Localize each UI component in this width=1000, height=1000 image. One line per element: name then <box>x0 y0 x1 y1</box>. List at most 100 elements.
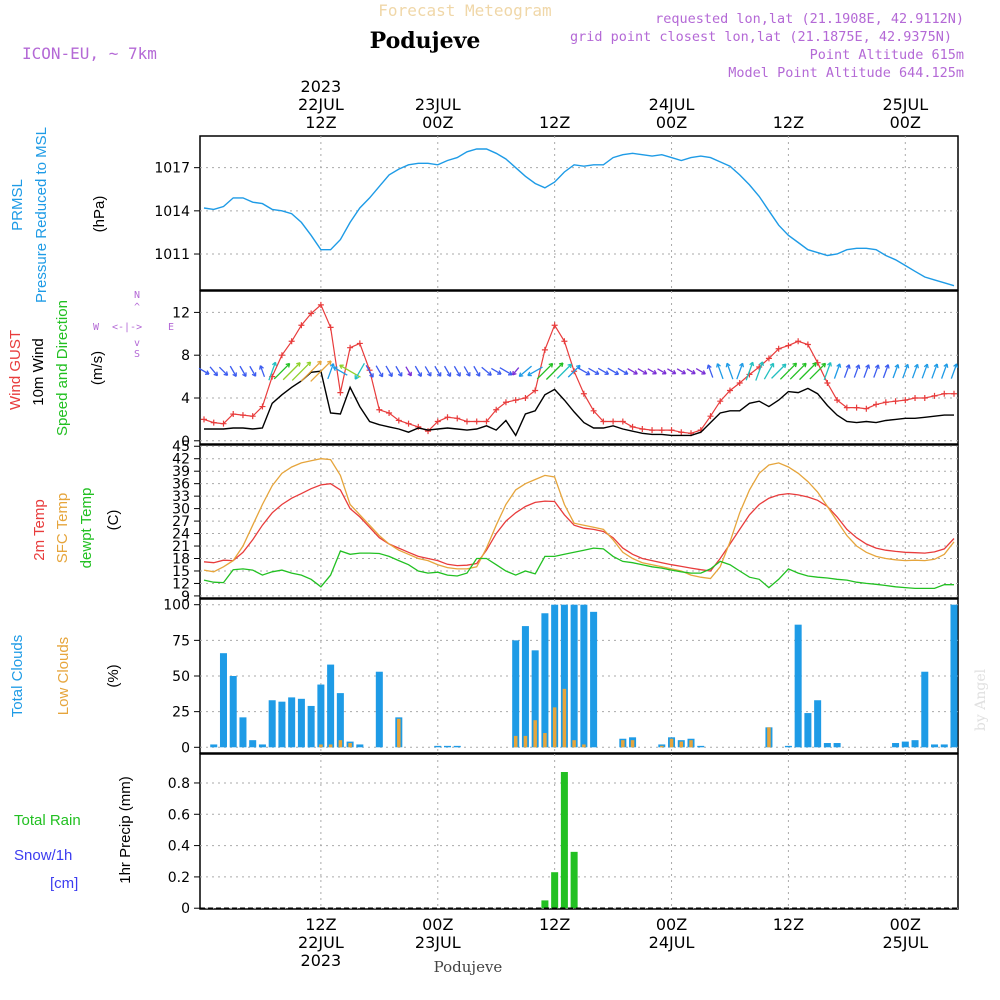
wind-arrow <box>686 368 696 375</box>
wind-arrow <box>333 366 348 376</box>
y-tick-label: 45 <box>172 439 190 455</box>
total-cloud-bar <box>901 741 909 748</box>
wind-arrow-head <box>933 363 939 369</box>
wind-arrow <box>667 368 677 375</box>
compass-w: W <box>93 322 100 333</box>
wind-arrow <box>198 367 210 375</box>
total-cloud-bar <box>784 745 792 748</box>
bottom-hour-label: 00Z <box>422 915 453 934</box>
wind-arrow <box>931 363 938 379</box>
wind-arrow <box>218 366 229 376</box>
gust-marker <box>707 413 714 420</box>
label-celsius: (C) <box>105 510 122 531</box>
gust-marker <box>619 418 626 425</box>
wind-arrow <box>327 363 335 380</box>
gust-marker <box>541 346 548 353</box>
gust-marker <box>775 345 782 352</box>
wind-arrow <box>833 363 841 379</box>
wind-arrow-head <box>802 362 807 368</box>
bottom-hour-label: 12Z <box>539 915 570 934</box>
y-tick-label: 42 <box>172 452 190 468</box>
top-hour-label: 12Z <box>773 113 804 132</box>
gust-marker <box>600 418 607 425</box>
left-labels: PRMSL Pressure Reduced to MSL (hPa) Wind… <box>7 127 134 892</box>
wind-arrow-head <box>701 370 706 375</box>
gust-marker <box>668 427 675 434</box>
y-tick-label: 33 <box>172 489 190 505</box>
panel-frame <box>199 135 959 291</box>
total-cloud-bar <box>892 743 900 748</box>
gust-marker <box>765 355 772 362</box>
gust-marker <box>493 406 500 413</box>
gust-marker <box>853 404 860 411</box>
wind-arrow-head <box>465 372 471 377</box>
dewpt-temp-line <box>203 547 954 590</box>
gust-marker <box>317 301 324 308</box>
wind-arrow-head <box>306 361 312 367</box>
wind10-line <box>204 370 954 437</box>
wind-arrow <box>588 367 600 375</box>
wind-arrow <box>239 365 247 377</box>
gust-marker <box>629 423 636 430</box>
wind-arrow <box>473 365 481 377</box>
gust-marker <box>512 397 519 404</box>
wind-arrow <box>395 365 403 377</box>
wind-arrow-head <box>739 362 745 368</box>
wind-arrow-head <box>623 370 629 375</box>
wind-arrow-head <box>836 363 842 368</box>
gust-marker <box>561 338 568 345</box>
wind-arrow-head <box>242 372 247 377</box>
gust-marker <box>522 394 529 401</box>
wind-arrow <box>273 363 291 380</box>
wind-arrow <box>911 364 919 379</box>
location-title: Podujeve <box>370 28 481 54</box>
gust-line <box>203 303 954 434</box>
wind-arrow <box>443 365 452 377</box>
gust-marker <box>921 394 928 401</box>
wind-arrow-head <box>642 369 648 375</box>
gust-marker <box>249 413 256 420</box>
wind-arrow-head <box>706 364 712 369</box>
wind-arrow-head <box>874 364 880 369</box>
low-cloud-bar <box>582 744 586 748</box>
gust-marker <box>259 403 266 410</box>
wind-arrow-head <box>845 364 851 369</box>
wind-arrow-head <box>633 370 638 375</box>
gust-marker <box>639 426 646 433</box>
wind-arrow <box>491 367 502 375</box>
gust-marker <box>873 401 880 408</box>
total-cloud-bar <box>931 744 939 748</box>
wind-arrow <box>843 364 850 378</box>
precip-panel: 0 0.2 0.4 0.6 0.8 <box>168 753 959 917</box>
total-cloud-bar <box>580 604 588 748</box>
wind-arrow <box>536 363 554 380</box>
top-date-label: 22JUL <box>298 95 344 114</box>
wind-arrow-head <box>204 370 210 375</box>
y-tick-label: 8 <box>181 348 190 364</box>
y-tick-label: 9 <box>181 589 190 605</box>
gust-marker <box>931 392 938 399</box>
wind-arrow <box>597 367 609 375</box>
gust-marker <box>210 419 217 426</box>
total-cloud-bar <box>521 626 529 748</box>
wind-arrow <box>527 366 543 377</box>
gust-marker <box>308 310 315 317</box>
total-cloud-bar <box>288 697 296 748</box>
label-hpa: (hPa) <box>91 196 108 233</box>
wind-arrow-head <box>567 363 573 369</box>
y-tick-label: 1014 <box>154 204 190 220</box>
gust-marker <box>551 322 558 329</box>
gust-marker <box>201 416 207 423</box>
wind-arrow <box>567 364 581 378</box>
total-cloud-bar <box>268 700 276 748</box>
label-pressure-msl: Pressure Reduced to MSL <box>33 127 50 303</box>
wind-arrow <box>647 368 657 375</box>
y-tick-label: 30 <box>172 502 190 518</box>
wind-arrow <box>863 364 870 378</box>
gust-marker <box>824 380 831 387</box>
wind-arrow-head <box>259 365 264 370</box>
gust-marker <box>610 418 617 425</box>
wind-arrow-head <box>812 362 817 367</box>
